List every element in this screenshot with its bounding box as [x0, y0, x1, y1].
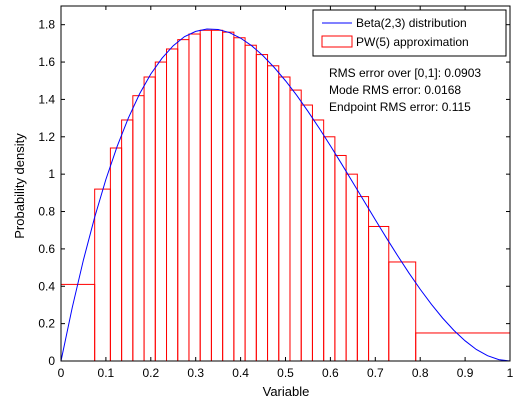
x-axis-label: Variable [263, 384, 310, 399]
pw-bar-4 [132, 95, 145, 362]
x-tick-label-0: 0 [58, 366, 65, 380]
pw-bar-10 [199, 29, 212, 362]
y-tick-label-6: 1.2 [38, 130, 55, 144]
pw-bar-20 [311, 119, 325, 362]
y-tick-label-7: 1.4 [38, 92, 55, 106]
axis-ticks: 0 0.1 0.2 0.3 0.4 0.5 0.6 0.7 0.8 0.9 1 0 0.2 0.4 0.6 0… [38, 6, 514, 380]
annotation-endpoint-rms: Endpoint RMS error: 0.115 [329, 100, 471, 114]
pw-bar-7 [166, 48, 179, 362]
pw-bar-27 [415, 332, 511, 362]
legend-entry-pw: PW(5) approximation [356, 35, 469, 49]
legend-box [312, 9, 507, 57]
legend: Beta(2,3) distribution PW(5) approximati… [312, 9, 507, 57]
pw-bar-1 [94, 188, 111, 362]
y-tick-label-3: 0.6 [38, 242, 55, 256]
pw-bar-5 [143, 76, 156, 362]
pw-bar-18 [289, 89, 302, 362]
x-tick-label-5: 0.5 [277, 366, 294, 380]
pw-bar-22 [334, 154, 347, 362]
x-tick-label-10: 1 [507, 366, 514, 380]
y-tick-label-1: 0.2 [38, 317, 55, 331]
x-tick-label-6: 0.6 [322, 366, 339, 380]
legend-bar-swatch [321, 35, 353, 48]
pw-bar-11 [210, 29, 224, 362]
y-tick-label-4: 0.8 [38, 205, 55, 219]
x-tick-label-9: 0.9 [457, 366, 474, 380]
x-tick-label-4: 0.4 [232, 366, 249, 380]
pw-bar-15 [255, 54, 269, 362]
pw-bar-24 [356, 196, 370, 362]
pw-bar-14 [244, 44, 257, 362]
pw-bar-17 [278, 76, 291, 362]
annotation-mode-rms: Mode RMS error: 0.0168 [329, 83, 461, 97]
beta-curve-line [60, 28, 511, 362]
pw-bar-6 [154, 61, 168, 362]
beta-curve-layer [60, 28, 511, 362]
y-tick-label-5: 1 [48, 167, 55, 181]
pw-bar-9 [188, 33, 201, 362]
pw-bar-0 [60, 283, 96, 362]
x-tick-label-7: 0.7 [367, 366, 384, 380]
pw-bar-19 [300, 104, 313, 362]
y-tick-label-2: 0.4 [38, 279, 55, 293]
x-tick-label-3: 0.3 [187, 366, 204, 380]
pw-bar-21 [323, 136, 336, 362]
plot-frame [60, 5, 511, 362]
y-tick-label-9: 1.8 [38, 18, 55, 32]
pw-bar-12 [222, 31, 235, 362]
pw-bar-3 [121, 119, 134, 362]
annotation-rms-error: RMS error over [0,1]: 0.0903 [329, 66, 481, 80]
pw-bar-13 [233, 37, 246, 362]
pw-bar-16 [267, 65, 280, 362]
y-tick-label-0: 0 [48, 354, 55, 368]
pw-bar-25 [368, 225, 390, 362]
pw-bar-2 [109, 147, 123, 362]
x-tick-label-2: 0.2 [142, 366, 159, 380]
pw-bar-8 [177, 39, 190, 362]
y-tick-label-8: 1.6 [38, 55, 55, 69]
y-axis-label: Probability density [12, 133, 27, 239]
pw-bar-23 [345, 173, 358, 362]
x-tick-label-8: 0.8 [412, 366, 429, 380]
legend-entry-beta: Beta(2,3) distribution [356, 16, 467, 30]
x-tick-label-1: 0.1 [98, 366, 115, 380]
